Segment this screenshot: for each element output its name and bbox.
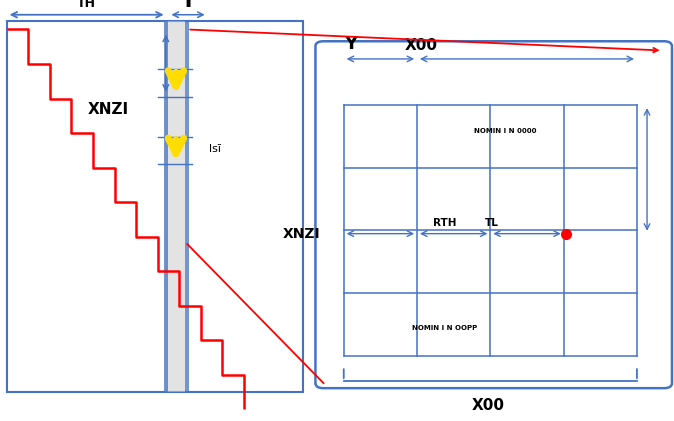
Text: lsī: lsī [209,144,221,155]
FancyBboxPatch shape [315,41,672,388]
Bar [7,21,303,392]
Bar [164,21,168,392]
Bar [185,21,189,392]
Bar [165,21,185,392]
Text: XNZI: XNZI [87,102,129,117]
Text: NOMIN I N OOPP: NOMIN I N OOPP [412,325,477,331]
Text: X00: X00 [404,37,437,53]
Text: TL: TL [485,218,499,228]
Text: NOMIN I N 0000: NOMIN I N 0000 [474,128,537,133]
Text: Y: Y [180,0,195,11]
Text: XNZI: XNZI [282,226,320,241]
Text: TH: TH [77,0,96,10]
Text: Y: Y [344,35,357,53]
Text: X00: X00 [472,398,505,413]
Text: RTH: RTH [433,218,456,228]
